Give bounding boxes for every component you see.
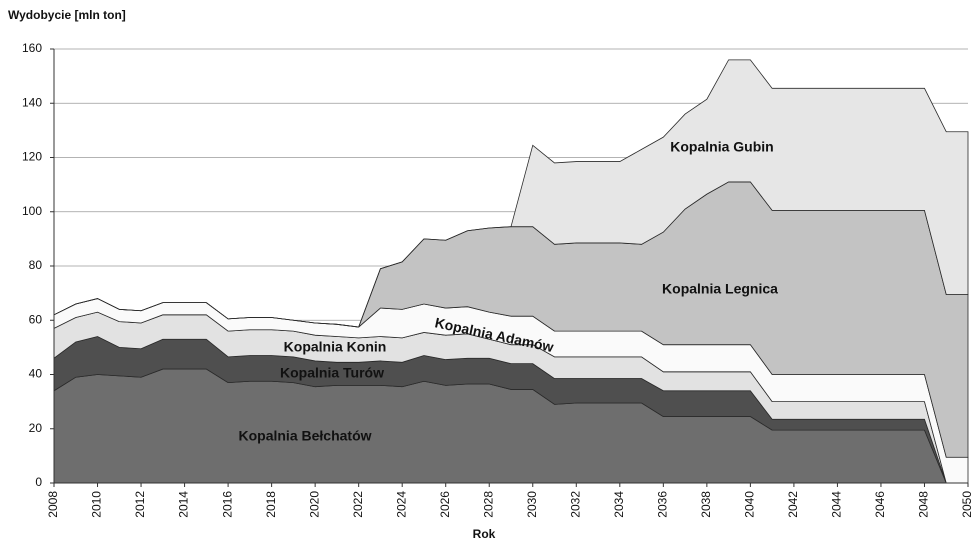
x-tick-label: 2014 <box>177 491 191 518</box>
x-tick-label: 2036 <box>656 491 670 518</box>
x-tick-label: 2008 <box>46 491 60 518</box>
x-tick-label: 2044 <box>830 491 844 518</box>
x-tick-label: 2018 <box>264 491 278 518</box>
x-tick-label: 2020 <box>307 491 321 518</box>
y-tick-label: 60 <box>29 312 43 326</box>
x-tick-label: 2028 <box>481 491 495 518</box>
y-tick-label: 40 <box>29 367 43 381</box>
x-tick-label: 2022 <box>351 491 365 518</box>
y-tick-label: 160 <box>22 41 42 55</box>
area-label: Kopalnia Konin <box>284 339 387 355</box>
chart-title: Wydobycie [mln ton] <box>8 8 126 22</box>
area <box>53 59 969 328</box>
area-label: Kopalnia Bełchatów <box>238 428 371 444</box>
area-label: Kopalnia Legnica <box>662 281 778 297</box>
x-tick-label: 2016 <box>220 491 234 518</box>
x-axis-label: Rok <box>473 527 496 541</box>
x-tick-label: 2010 <box>90 491 104 518</box>
y-tick-label: 80 <box>29 258 43 272</box>
x-tick-label: 2038 <box>699 491 713 518</box>
x-tick-label: 2034 <box>612 491 626 518</box>
x-tick-label: 2050 <box>960 491 974 518</box>
x-tick-label: 2030 <box>525 491 539 518</box>
x-tick-label: 2032 <box>568 491 582 518</box>
area-label: Kopalnia Gubin <box>670 139 773 155</box>
y-tick-label: 140 <box>22 95 42 109</box>
y-tick-label: 100 <box>22 204 42 218</box>
x-tick-label: 2046 <box>873 491 887 518</box>
y-tick-label: 120 <box>22 150 42 164</box>
area-label: Kopalnia Turów <box>280 365 384 381</box>
x-tick-label: 2024 <box>394 491 408 518</box>
x-tick-label: 2040 <box>743 491 757 518</box>
y-tick-label: 0 <box>35 475 42 489</box>
x-tick-label: 2042 <box>786 491 800 518</box>
y-tick-label: 20 <box>29 421 43 435</box>
x-tick-label: 2026 <box>438 491 452 518</box>
x-tick-label: 2048 <box>917 491 931 518</box>
x-tick-label: 2012 <box>133 491 147 518</box>
